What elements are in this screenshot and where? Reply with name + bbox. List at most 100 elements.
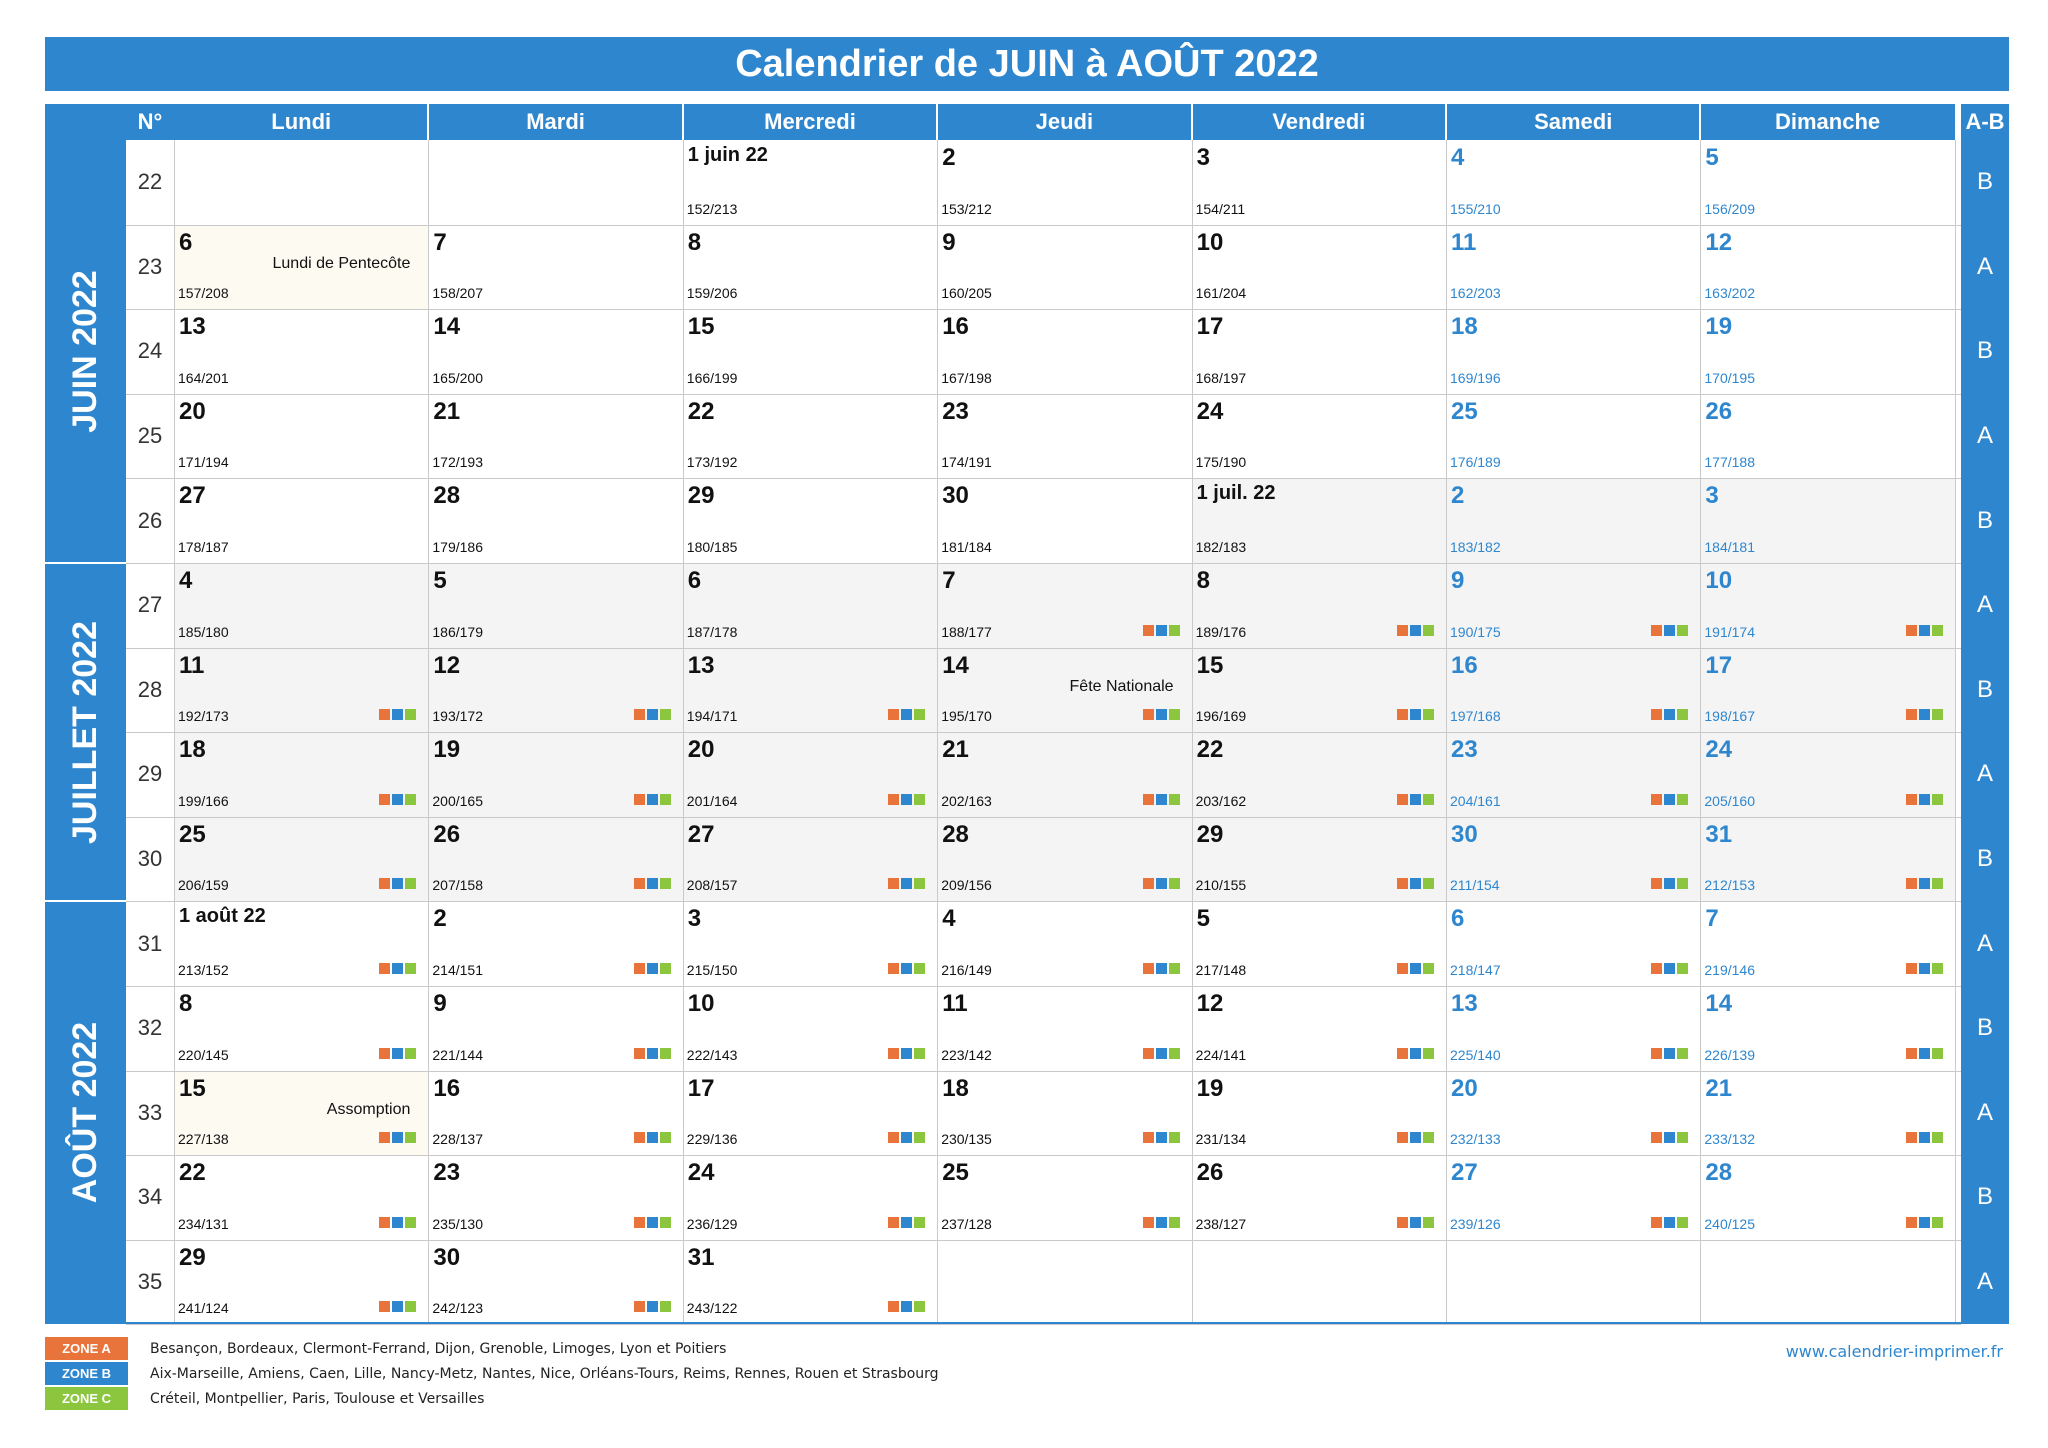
- day-cell[interactable]: 22 173/192: [683, 394, 937, 479]
- day-cell[interactable]: 1 août 22 213/152: [174, 901, 428, 986]
- day-cell[interactable]: 21 172/193: [428, 394, 682, 479]
- day-cell[interactable]: 28 179/186: [428, 478, 682, 563]
- day-cell[interactable]: 5 156/209: [1700, 140, 1954, 225]
- day-cell[interactable]: 5 217/148: [1192, 901, 1446, 986]
- day-cell[interactable]: 11 223/142: [937, 986, 1191, 1071]
- day-cell[interactable]: 1 juin 22 152/213: [683, 140, 937, 225]
- zone-cities: Créteil, Montpellier, Paris, Toulouse et…: [150, 1390, 485, 1407]
- day-cell[interactable]: 29 180/185: [683, 478, 937, 563]
- day-cell[interactable]: 30 181/184: [937, 478, 1191, 563]
- day-cell[interactable]: 22 203/162: [1191, 732, 1446, 817]
- day-cell[interactable]: 17 229/136: [683, 1071, 937, 1156]
- day-cell[interactable]: 24 175/190: [1192, 394, 1446, 479]
- day-cell[interactable]: 3 215/150: [683, 901, 937, 986]
- day-cell[interactable]: 15 196/169: [1191, 647, 1446, 733]
- day-cell[interactable]: 18 169/196: [1446, 309, 1700, 394]
- day-cell[interactable]: 31 243/122: [683, 1240, 937, 1325]
- day-cell[interactable]: 15 166/199: [683, 309, 937, 394]
- day-cell[interactable]: 6 157/208 Lundi de Pentecôte: [174, 224, 429, 310]
- day-cell[interactable]: 3 184/181: [1700, 478, 1955, 563]
- day-cell[interactable]: 25 206/159: [174, 816, 429, 902]
- day-cell[interactable]: [428, 140, 682, 225]
- day-cell[interactable]: [937, 1240, 1191, 1325]
- day-cell[interactable]: 14 195/170 Fête Nationale: [937, 647, 1192, 733]
- day-cell[interactable]: 3 154/211: [1192, 140, 1446, 225]
- day-cell[interactable]: 20 171/194: [174, 394, 428, 479]
- day-cell[interactable]: 18 230/135: [937, 1071, 1191, 1156]
- day-cell[interactable]: 23 174/191: [937, 394, 1191, 479]
- day-cell[interactable]: 6 218/147: [1446, 901, 1700, 986]
- day-cell[interactable]: 13 164/201: [174, 309, 428, 394]
- day-cell[interactable]: 27 208/157: [682, 816, 938, 902]
- day-cell[interactable]: 23 235/130: [428, 1155, 682, 1240]
- day-cell[interactable]: 24 236/129: [683, 1155, 937, 1240]
- day-cell[interactable]: 15 227/138 Assomption: [174, 1070, 429, 1156]
- day-cell[interactable]: 16 197/168: [1446, 647, 1701, 733]
- day-cell[interactable]: 12 224/141: [1192, 986, 1446, 1071]
- day-cell[interactable]: 13 194/171: [682, 647, 938, 733]
- day-cell[interactable]: 12 193/172: [428, 647, 683, 733]
- day-cell[interactable]: 7 158/207: [428, 225, 682, 310]
- day-cell[interactable]: 28 240/125: [1700, 1155, 1954, 1240]
- day-cell[interactable]: [174, 140, 428, 225]
- day-cell[interactable]: 13 225/140: [1446, 986, 1700, 1071]
- day-cell[interactable]: 6 187/178: [682, 563, 938, 648]
- day-cell[interactable]: 19 170/195: [1700, 309, 1954, 394]
- day-cell[interactable]: 21 233/132: [1700, 1071, 1954, 1156]
- day-cell[interactable]: 9 160/205: [937, 225, 1191, 310]
- day-cell[interactable]: [1446, 1240, 1700, 1325]
- day-cell[interactable]: 14 165/200: [428, 309, 682, 394]
- day-cell[interactable]: 2 214/151: [428, 901, 682, 986]
- day-cell[interactable]: 28 209/156: [937, 816, 1192, 902]
- day-cell[interactable]: 19 200/165: [428, 732, 683, 817]
- day-cell[interactable]: 26 238/127: [1192, 1155, 1446, 1240]
- day-cell[interactable]: 26 207/158: [428, 816, 683, 902]
- day-cell[interactable]: 21 202/163: [937, 732, 1192, 817]
- day-cell[interactable]: 4 185/180: [174, 563, 429, 648]
- day-cell[interactable]: 16 228/137: [428, 1071, 682, 1156]
- day-cell[interactable]: 1 juil. 22 182/183: [1191, 478, 1446, 563]
- day-cell[interactable]: 29 241/124: [174, 1240, 428, 1325]
- day-cell[interactable]: 9 190/175: [1446, 563, 1701, 648]
- day-cell[interactable]: 29 210/155: [1191, 816, 1446, 902]
- day-cell[interactable]: 27 178/187: [174, 478, 428, 563]
- day-cell[interactable]: 10 191/174: [1700, 563, 1955, 648]
- day-cell[interactable]: 4 155/210: [1446, 140, 1700, 225]
- day-cell[interactable]: 4 216/149: [937, 901, 1191, 986]
- day-cell[interactable]: 20 232/133: [1446, 1071, 1700, 1156]
- day-cell[interactable]: 8 189/176: [1191, 563, 1446, 648]
- day-cell[interactable]: 11 162/203: [1446, 225, 1700, 310]
- day-cell[interactable]: 22 234/131: [174, 1155, 428, 1240]
- day-cell[interactable]: 24 205/160: [1700, 732, 1955, 817]
- day-cell[interactable]: 7 188/177: [937, 563, 1192, 648]
- day-cell[interactable]: 10 161/204: [1192, 225, 1446, 310]
- day-cell[interactable]: 31 212/153: [1700, 816, 1955, 902]
- day-cell[interactable]: 20 201/164: [682, 732, 938, 817]
- day-cell[interactable]: 7 219/146: [1700, 901, 1954, 986]
- day-cell[interactable]: 5 186/179: [428, 563, 683, 648]
- day-cell[interactable]: 11 192/173: [174, 647, 429, 733]
- day-cell[interactable]: 2 183/182: [1446, 478, 1701, 563]
- day-cell[interactable]: 2 153/212: [937, 140, 1191, 225]
- day-cell[interactable]: 25 237/128: [937, 1155, 1191, 1240]
- day-cell[interactable]: 9 221/144: [428, 986, 682, 1071]
- day-cell[interactable]: 27 239/126: [1446, 1155, 1700, 1240]
- day-cell[interactable]: 25 176/189: [1446, 394, 1700, 479]
- day-cell[interactable]: 18 199/166: [174, 732, 429, 817]
- day-cell[interactable]: 30 211/154: [1446, 816, 1701, 902]
- day-cell[interactable]: 14 226/139: [1700, 986, 1954, 1071]
- day-cell[interactable]: 17 168/197: [1192, 309, 1446, 394]
- day-cell[interactable]: 30 242/123: [428, 1240, 682, 1325]
- website-link[interactable]: www.calendrier-imprimer.fr: [1785, 1342, 2003, 1361]
- day-cell[interactable]: 17 198/167: [1700, 647, 1955, 733]
- day-cell[interactable]: [1192, 1240, 1446, 1325]
- day-cell[interactable]: 16 167/198: [937, 309, 1191, 394]
- day-cell[interactable]: 10 222/143: [683, 986, 937, 1071]
- day-cell[interactable]: 26 177/188: [1700, 394, 1954, 479]
- day-cell[interactable]: 19 231/134: [1192, 1071, 1446, 1156]
- day-cell[interactable]: 23 204/161: [1446, 732, 1701, 817]
- day-cell[interactable]: 8 159/206: [683, 225, 937, 310]
- day-cell[interactable]: 8 220/145: [174, 986, 428, 1071]
- day-cell[interactable]: [1700, 1240, 1954, 1325]
- day-cell[interactable]: 12 163/202: [1700, 225, 1954, 310]
